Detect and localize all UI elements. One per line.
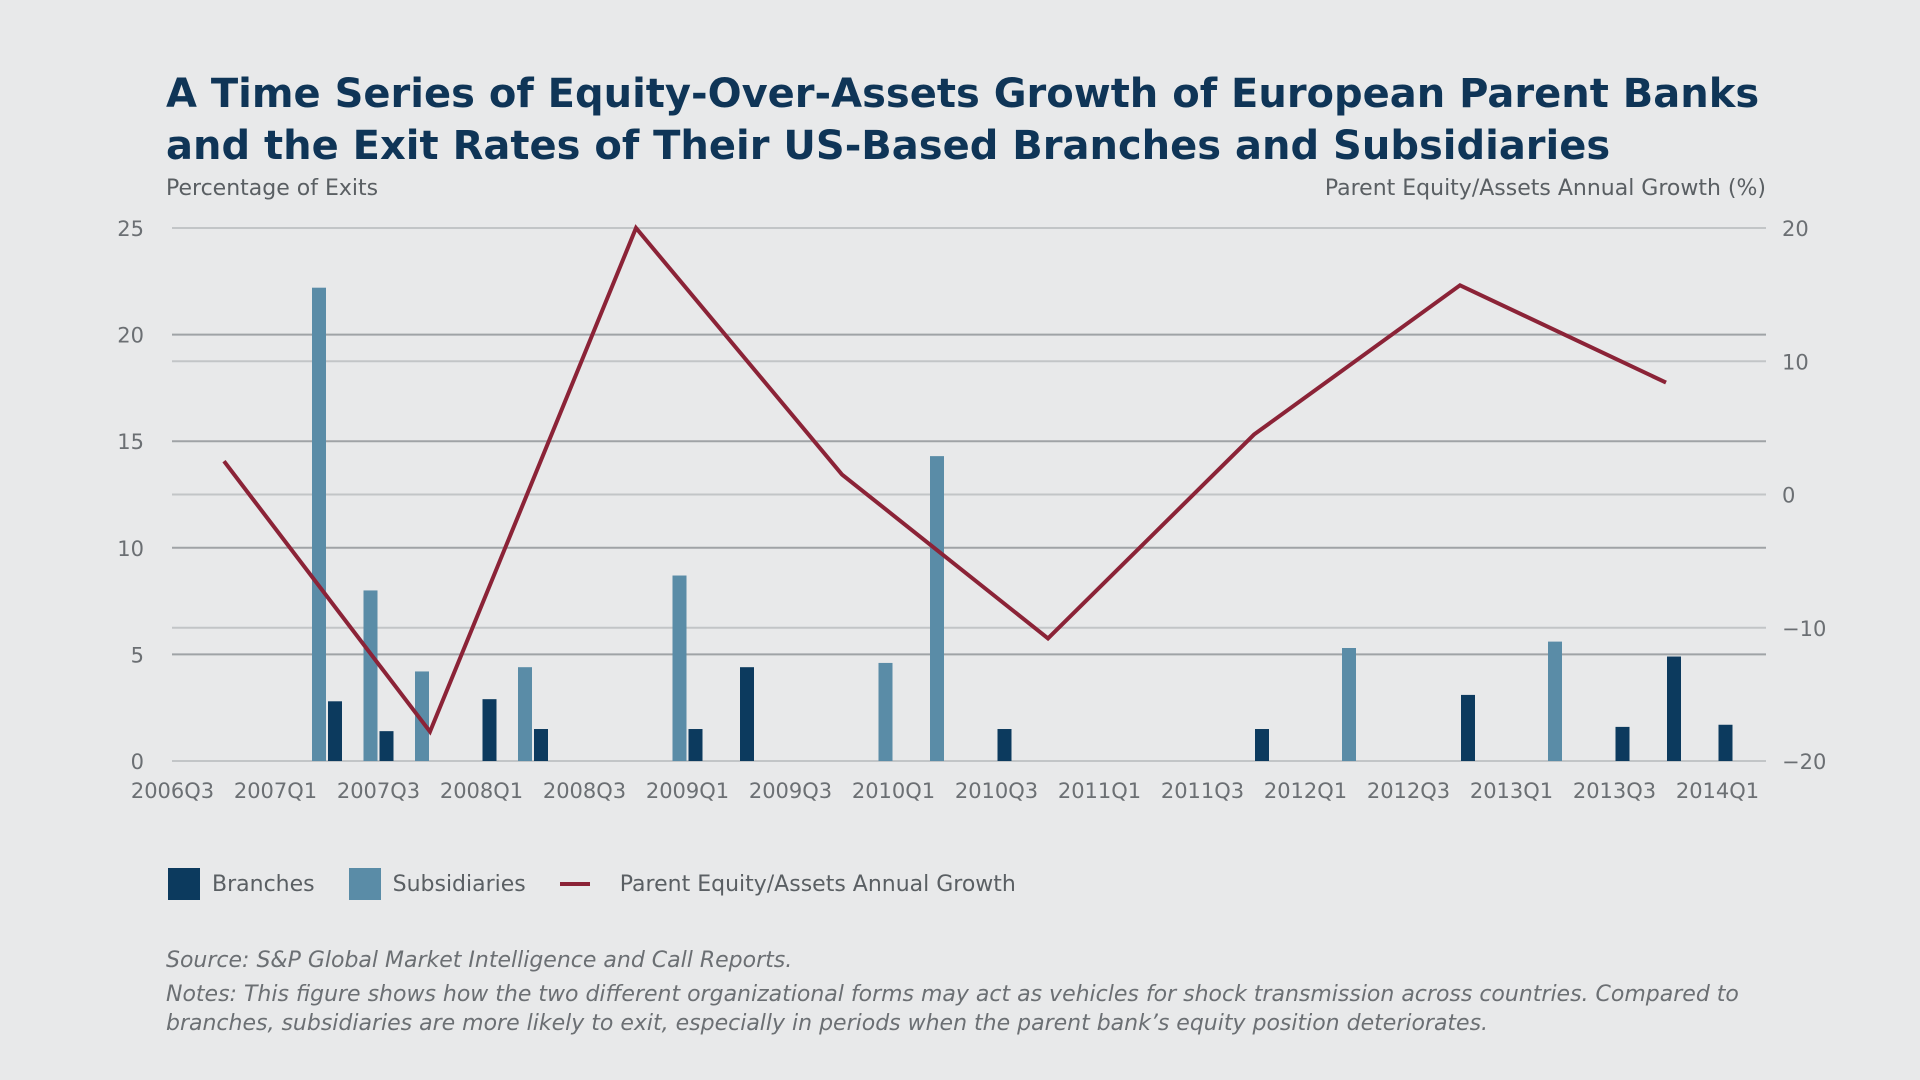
bar-branches xyxy=(1615,726,1630,761)
legend-swatch-branches xyxy=(168,868,200,900)
x-tick-label: 2012Q3 xyxy=(1367,779,1450,803)
x-tick-label: 2010Q3 xyxy=(955,779,1038,803)
bar-subsidiaries xyxy=(312,287,326,761)
y-axis-right-title: Parent Equity/Assets Annual Growth (%) xyxy=(1324,176,1766,201)
x-tick-label: 2010Q1 xyxy=(852,779,935,803)
bar-subsidiaries xyxy=(518,667,532,761)
x-tick-label: 2007Q3 xyxy=(337,779,420,803)
y-axis-left-title: Percentage of Exits xyxy=(166,176,379,201)
bar-branches xyxy=(482,699,497,761)
legend: Branches Subsidiaries Parent Equity/Asse… xyxy=(168,868,1050,900)
line-parent-growth xyxy=(222,224,1667,736)
x-tick-label: 2011Q3 xyxy=(1161,779,1244,803)
x-tick-label: 2013Q1 xyxy=(1470,779,1553,803)
y-left-tick-label: 20 xyxy=(117,324,144,348)
y-left-tick-label: 25 xyxy=(117,217,144,241)
source-note: Source: S&P Global Market Intelligence a… xyxy=(166,948,793,973)
x-tick-label: 2013Q3 xyxy=(1573,779,1656,803)
bar-subsidiaries xyxy=(363,590,378,761)
y-left-tick-label: 15 xyxy=(117,430,144,454)
bar-branches xyxy=(1255,729,1269,761)
bar-branches xyxy=(1718,724,1733,761)
legend-item-subsidiaries: Subsidiaries xyxy=(348,868,526,900)
x-tick-label: 2012Q1 xyxy=(1264,779,1347,803)
y-right-tick-label: 10 xyxy=(1782,350,1809,374)
bar-branches xyxy=(534,729,548,761)
bar-subsidiaries xyxy=(930,456,944,761)
x-tick-label: 2009Q1 xyxy=(646,779,729,803)
bar-subsidiaries xyxy=(415,671,429,761)
legend-swatch-growth xyxy=(559,882,590,886)
bar-subsidiaries xyxy=(878,662,893,761)
y-left-tick-label: 10 xyxy=(117,537,144,561)
x-tick-label: 2009Q3 xyxy=(749,779,832,803)
legend-swatch-subsidiaries xyxy=(348,868,381,900)
chart-plot-area: 0 5 10 15 20 25 −20 −10 0 10 20 2006Q3 2007Q1 2007Q3 2… xyxy=(117,217,1826,803)
y-left-tick-label: 5 xyxy=(131,643,144,667)
y-right-tick-label: −10 xyxy=(1782,617,1826,641)
bar-branches xyxy=(740,667,754,761)
legend-label-growth: Parent Equity/Assets Annual Growth xyxy=(619,871,1016,897)
x-tick-label: 2006Q3 xyxy=(131,779,214,803)
x-tick-label: 2011Q1 xyxy=(1058,779,1141,803)
bar-branches xyxy=(1461,694,1475,761)
x-tick-label: 2008Q1 xyxy=(440,779,523,803)
bar-branches xyxy=(379,731,394,761)
y-right-tick-label: 20 xyxy=(1782,217,1809,241)
bar-branches xyxy=(328,701,342,761)
bar-subsidiaries xyxy=(1548,641,1562,761)
x-tick-label: 2008Q3 xyxy=(543,779,626,803)
bar-branches xyxy=(997,729,1012,761)
legend-item-growth: Parent Equity/Assets Annual Growth xyxy=(559,871,1016,897)
notes: Notes: This figure shows how the two dif… xyxy=(166,982,1739,1036)
x-tick-label: 2014Q1 xyxy=(1676,779,1759,803)
legend-label-branches: Branches xyxy=(212,871,315,897)
bar-subsidiaries xyxy=(1342,648,1356,761)
bar-branches xyxy=(688,729,703,761)
y-right-tick-label: 0 xyxy=(1782,484,1795,508)
chart-title: A Time Series of Equity-Over-Assets Grow… xyxy=(166,71,1760,169)
bar-subsidiaries xyxy=(672,575,687,761)
x-tick-label: 2007Q1 xyxy=(234,779,317,803)
legend-label-subsidiaries: Subsidiaries xyxy=(392,871,526,897)
y-left-tick-label: 0 xyxy=(131,750,144,774)
legend-item-branches: Branches xyxy=(168,868,315,900)
bar-branches xyxy=(1667,656,1681,761)
y-right-tick-label: −20 xyxy=(1782,750,1826,774)
